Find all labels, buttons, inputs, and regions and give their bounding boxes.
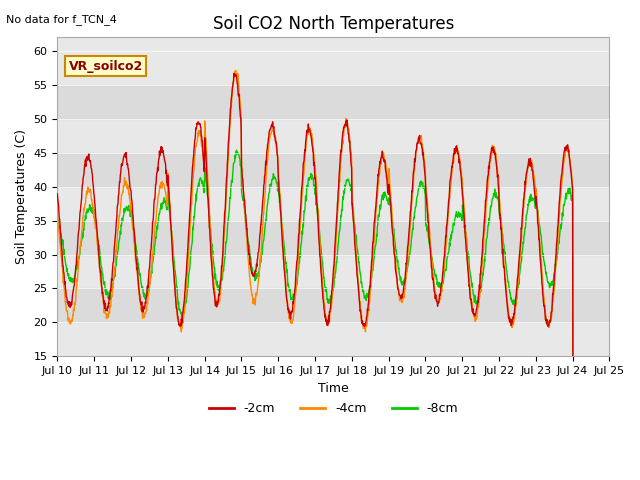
Legend: -2cm, -4cm, -8cm: -2cm, -4cm, -8cm: [204, 397, 463, 420]
Bar: [58, 221, 609, 254]
Bar: [58, 85, 609, 119]
Bar: [58, 288, 609, 323]
Title: Soil CO2 North Temperatures: Soil CO2 North Temperatures: [212, 15, 454, 33]
Y-axis label: Soil Temperatures (C): Soil Temperatures (C): [15, 129, 28, 264]
Text: VR_soilco2: VR_soilco2: [68, 60, 143, 72]
X-axis label: Time: Time: [318, 382, 349, 395]
Text: No data for f_TCN_4: No data for f_TCN_4: [6, 14, 117, 25]
Bar: [58, 153, 609, 187]
